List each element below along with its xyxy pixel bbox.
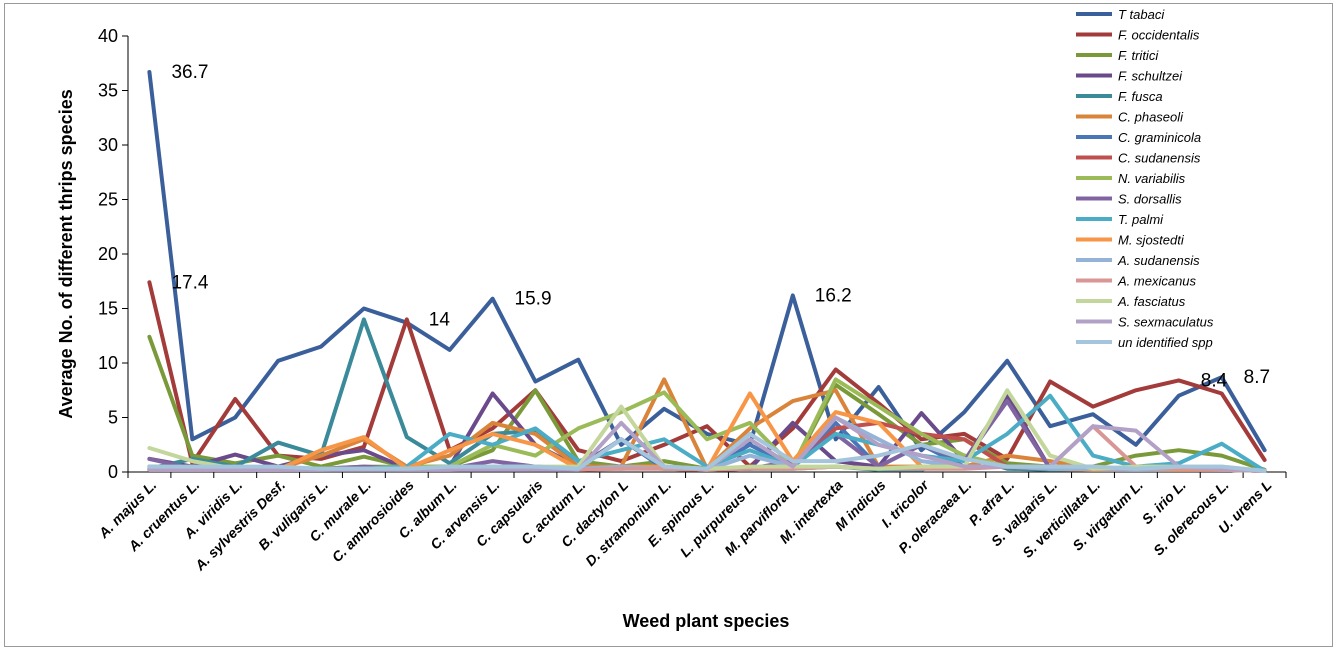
data-label: 36.7 [171,62,208,83]
chart-frame [4,3,1333,647]
legend-label: T. palmi [1118,212,1164,227]
legend-label: S. sexmaculatus [1118,315,1214,330]
legend-label: C. sudanensis [1118,151,1201,166]
data-label: 8.4 [1201,370,1228,391]
y-tick-label: 35 [98,81,118,101]
x-axis-title: Weed plant species [623,611,790,631]
legend-label: N. variabilis [1118,171,1186,186]
series-line [147,70,1267,453]
legend-label: A. fasciatus [1117,294,1186,309]
legend-label: F. occidentalis [1118,28,1200,43]
y-axis-title: Average No. of different thrips species [56,89,76,418]
legend-label: F. fusca [1118,89,1163,104]
y-tick-label: 10 [98,353,118,373]
x-tick-label: S. olerecous L. [1150,477,1232,559]
y-tick-label: 20 [98,244,118,264]
series-line [147,431,1267,473]
legend-label: M. sjostedti [1118,233,1185,248]
y-tick-label: 5 [108,408,118,428]
legend-label: S. dorsallis [1118,192,1182,207]
legend-label: A. mexicanus [1117,274,1197,289]
data-annotations: 36.7 17.4 14 15.9 16.2 8.4 8.7 [171,62,1270,391]
legend-label: F. tritici [1118,48,1159,63]
legend: T tabaci F. occidentalis F. tritici F. schu… [1076,7,1214,350]
data-label: 15.9 [515,289,552,310]
y-tick-label: 40 [98,26,118,46]
legend-label: T tabaci [1118,7,1165,22]
y-tick-label: 15 [98,299,118,319]
legend-label: C. graminicola [1118,130,1201,145]
series-lines [147,70,1267,473]
x-tick-label: M. parviflora L. [721,477,803,559]
legend-label: A. sudanensis [1117,253,1200,268]
y-axis: 0 5 10 15 20 25 30 35 40 [98,26,129,482]
y-tick-label: 0 [108,462,118,482]
data-label: 16.2 [815,285,852,306]
data-label: 17.4 [171,272,208,293]
x-tick-label: S. verticillata L. [1019,477,1103,561]
data-label: 8.7 [1244,367,1270,388]
y-tick-label: 25 [98,190,118,210]
legend-label: un identified spp [1118,335,1213,350]
legend-label: F. schultzei [1118,69,1183,84]
x-axis: A. majus L.A. cruentus L.A. viridis L.A.… [95,471,1287,574]
y-tick-label: 30 [98,135,118,155]
x-tick-label: L. purpureus L. [677,477,760,560]
data-label: 14 [429,309,451,330]
legend-label: C. phaseoli [1118,110,1184,125]
